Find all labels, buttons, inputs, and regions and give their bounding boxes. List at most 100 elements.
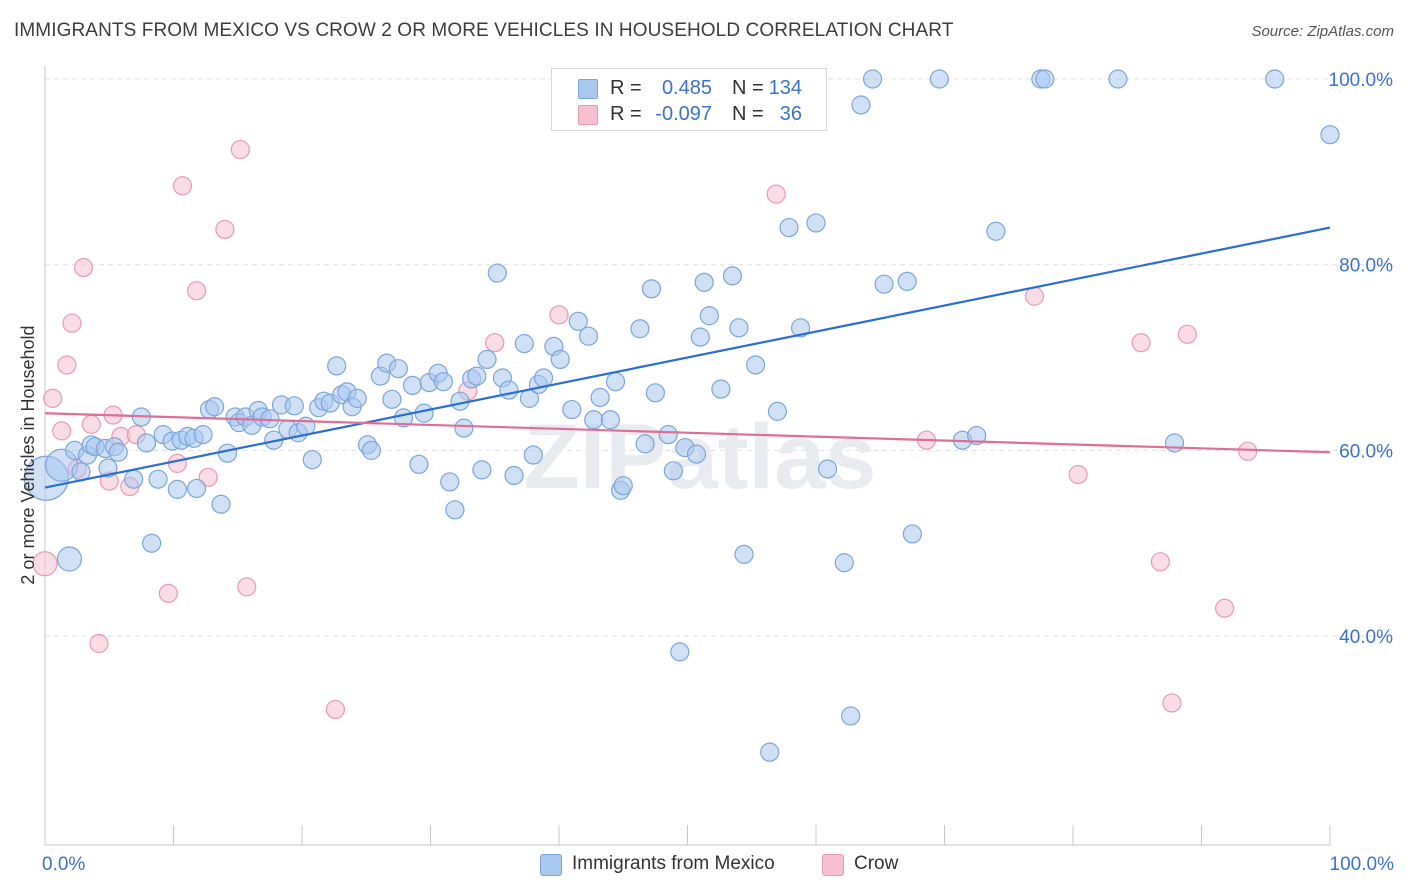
y-tick-label: 40.0%: [1339, 627, 1393, 648]
mexico-point: [986, 221, 1006, 241]
mexico-point: [454, 418, 474, 438]
y-tick-label: 80.0%: [1339, 256, 1393, 277]
legend-r-label: R =: [610, 103, 642, 125]
mexico-point: [851, 95, 871, 115]
mexico-point: [440, 472, 460, 492]
mexico-point: [584, 410, 604, 430]
mexico-point: [690, 327, 710, 347]
mexico-point: [729, 318, 749, 338]
crow-trend-line: [44, 412, 1331, 454]
mexico-point: [347, 388, 367, 408]
mexico-point: [433, 372, 453, 392]
mexico-point: [499, 380, 519, 400]
mexico-point: [817, 459, 838, 479]
mexico-point: [686, 444, 707, 464]
tick-labels: 40.0% 60.0% 80.0% 100.0% 0.0% 100.0%: [42, 70, 1394, 875]
crow-point: [43, 388, 63, 408]
crow-point: [766, 184, 786, 204]
mexico-point: [874, 274, 894, 294]
mexico-point: [477, 349, 497, 370]
series-legend: Immigrants from Mexico Crow: [0, 852, 1406, 878]
crow-point: [172, 176, 193, 196]
mexico-point: [167, 479, 187, 499]
mexico-point: [361, 440, 381, 460]
mexico-point: [746, 355, 766, 375]
crow-point: [187, 281, 207, 301]
legend-n-label: N =: [732, 103, 764, 125]
mexico-point: [734, 544, 754, 564]
crow-point: [215, 219, 235, 240]
legend-r-label: R =: [610, 77, 642, 99]
crow-point: [32, 551, 58, 577]
y-tick-label: 100.0%: [1329, 70, 1394, 91]
mexico-point: [327, 356, 347, 376]
series-swatch-mexico: [540, 854, 562, 876]
mexico-point: [694, 272, 714, 292]
mexico-point: [600, 410, 621, 430]
mexico-point: [108, 442, 128, 462]
x-tick-label: 0.0%: [42, 854, 85, 875]
crow-point: [325, 699, 346, 720]
legend-row-mexico: R = 0.485 N = 134: [552, 75, 826, 101]
mexico-point: [645, 383, 665, 403]
mexico-point: [487, 263, 507, 283]
mexico-point: [841, 706, 861, 726]
mexico-point: [641, 279, 662, 299]
mexico-point: [382, 389, 402, 409]
crow-point: [198, 467, 218, 487]
mexico-point: [302, 450, 322, 470]
crow-point: [549, 305, 569, 325]
mexico-point: [142, 533, 162, 553]
mexico-point: [862, 69, 883, 89]
grid-lines: [45, 78, 1392, 637]
crow-point: [1150, 552, 1170, 572]
mexico-point: [967, 425, 987, 446]
mexico-trend-line: [44, 226, 1331, 489]
trend-lines: [44, 226, 1331, 489]
crow-point: [1238, 441, 1258, 461]
crow-point: [1024, 286, 1045, 306]
mexico-point: [523, 445, 543, 465]
correlation-legend: R = 0.485 N = 134 R = -0.097 N = 36: [551, 68, 827, 131]
mexico-point: [767, 401, 788, 421]
series-label-mexico: Immigrants from Mexico: [572, 853, 775, 874]
mexico-point: [388, 359, 408, 379]
mexico-point: [514, 334, 534, 354]
mexico-point: [472, 460, 492, 480]
mexico-point: [467, 366, 487, 386]
mexico-point: [658, 425, 678, 445]
source-credit: Source: ZipAtlas.com: [1251, 23, 1394, 40]
crow-point: [1162, 693, 1182, 713]
mexico-point: [1265, 69, 1285, 89]
crow-point: [1177, 324, 1197, 344]
series-swatch-crow: [822, 854, 844, 876]
mexico-point: [205, 397, 225, 417]
mexico-point: [590, 387, 610, 408]
mexico-point: [98, 458, 118, 478]
legend-n-label: N =: [732, 77, 764, 99]
mexico-point: [504, 465, 524, 486]
y-tick-label: 60.0%: [1339, 441, 1393, 462]
mexico-point: [124, 469, 144, 489]
mexico-point: [414, 403, 434, 423]
legend-r-value: 0.485: [661, 77, 712, 99]
mexico-point: [670, 642, 690, 662]
mexico-point: [1035, 69, 1055, 89]
crow-point: [1131, 333, 1151, 353]
mexico-point: [806, 213, 826, 233]
series-label-crow: Crow: [854, 853, 899, 874]
mexico-point: [445, 500, 465, 520]
crow-point: [1215, 598, 1235, 618]
mexico-point: [1164, 433, 1185, 453]
crow-points: [32, 139, 1258, 720]
mexico-point: [550, 349, 570, 370]
legend-r-value: -0.097: [655, 103, 712, 125]
mexico-point: [193, 425, 213, 445]
mexico-point: [1108, 69, 1128, 89]
chart-title: IMMIGRANTS FROM MEXICO VS CROW 2 OR MORE…: [14, 20, 954, 41]
mexico-point: [790, 318, 811, 338]
y-axis-label: 2 or more Vehicles in Household: [18, 325, 38, 584]
mexico-point: [613, 476, 633, 496]
mexico-point: [630, 319, 650, 339]
